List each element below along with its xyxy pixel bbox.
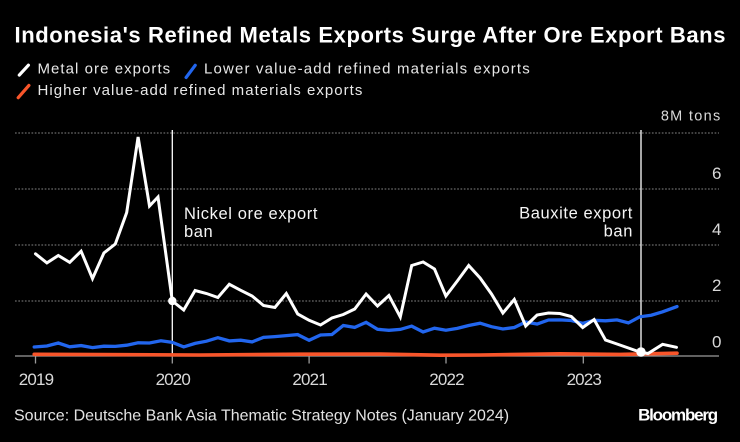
- svg-text:Metal ore exports: Metal ore exports: [38, 61, 172, 78]
- svg-text:6: 6: [712, 164, 721, 183]
- svg-text:2020: 2020: [156, 370, 191, 389]
- svg-text:2021: 2021: [292, 370, 327, 389]
- svg-text:Bauxite export: Bauxite export: [519, 205, 633, 223]
- svg-text:Bloomberg: Bloomberg: [638, 406, 718, 425]
- svg-text:Indonesia's Refined Metals Exp: Indonesia's Refined Metals Exports Surge…: [15, 23, 727, 48]
- svg-text:ban: ban: [604, 223, 633, 241]
- svg-text:2023: 2023: [567, 370, 602, 389]
- svg-text:0: 0: [712, 333, 721, 352]
- svg-text:Source: Deutsche Bank Asia The: Source: Deutsche Bank Asia Thematic Stra…: [14, 408, 509, 425]
- svg-text:2022: 2022: [429, 370, 464, 389]
- svg-text:8M tons: 8M tons: [661, 109, 722, 125]
- svg-text:ban: ban: [184, 223, 213, 241]
- svg-text:Lower value-add refined materi: Lower value-add refined materials export…: [204, 61, 531, 78]
- svg-text:Nickel ore export: Nickel ore export: [184, 205, 318, 223]
- svg-text:Higher value-add refined mater: Higher value-add refined materials expor…: [38, 82, 364, 99]
- svg-text:2019: 2019: [19, 370, 54, 389]
- svg-text:2: 2: [712, 276, 721, 295]
- svg-text:4: 4: [712, 220, 721, 239]
